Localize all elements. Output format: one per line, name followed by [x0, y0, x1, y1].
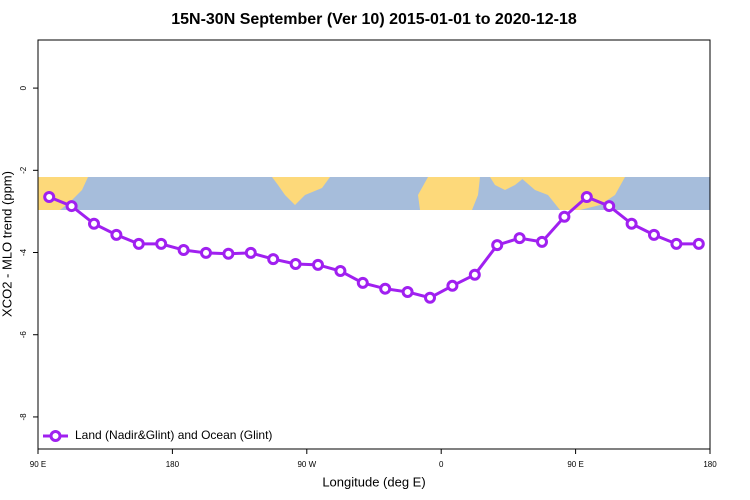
chart-title: 15N-30N September (Ver 10) 2015-01-01 to…	[171, 11, 577, 28]
legend-label: Land (Nadir&Glint) and Ocean (Glint)	[75, 428, 272, 442]
data-point	[43, 191, 56, 204]
data-point	[267, 253, 280, 266]
series-line	[48, 195, 699, 300]
y-tick-label: -6	[19, 331, 28, 339]
data-point	[155, 237, 168, 250]
data-point	[446, 279, 459, 292]
data-point	[625, 217, 638, 230]
data-point	[558, 210, 571, 223]
y-tick-label: 0	[19, 85, 28, 90]
x-tick-label: 180	[703, 460, 717, 469]
x-tick-label: 180	[166, 460, 180, 469]
data-point	[110, 228, 123, 241]
data-point	[289, 258, 302, 271]
data-point	[603, 200, 616, 213]
legend-marker	[49, 430, 62, 442]
data-point	[222, 247, 235, 260]
y-axis-label: XCO2 - MLO trend (ppm)	[0, 171, 14, 317]
data-point	[379, 282, 392, 295]
map-band	[38, 177, 710, 210]
x-tick-label: 0	[439, 460, 444, 469]
x-tick-label: 90 E	[567, 460, 583, 469]
data-point	[670, 237, 683, 250]
data-point	[401, 285, 414, 298]
data-point	[132, 237, 145, 250]
x-tick-label: 90 E	[30, 460, 46, 469]
data-point	[580, 191, 593, 204]
x-axis-label: Longitude (deg E)	[322, 474, 425, 489]
data-point	[65, 200, 78, 213]
data-point	[244, 246, 257, 259]
data-point	[692, 237, 705, 250]
data-point	[177, 244, 190, 257]
y-tick-label: -4	[19, 248, 28, 256]
data-point	[468, 268, 481, 281]
data-point	[356, 276, 369, 289]
data-point	[200, 246, 212, 259]
data-point	[312, 258, 324, 271]
data-point	[88, 217, 100, 230]
data-point	[513, 232, 526, 245]
plot-frame	[37, 39, 711, 450]
y-tick-label: -8	[19, 413, 28, 421]
x-tick-label: 90 W	[297, 460, 316, 469]
data-point	[491, 239, 504, 252]
data-point	[648, 228, 660, 241]
data-point	[536, 235, 548, 248]
y-tick-label: -2	[19, 166, 28, 174]
data-point	[334, 265, 347, 278]
data-point	[424, 291, 436, 304]
